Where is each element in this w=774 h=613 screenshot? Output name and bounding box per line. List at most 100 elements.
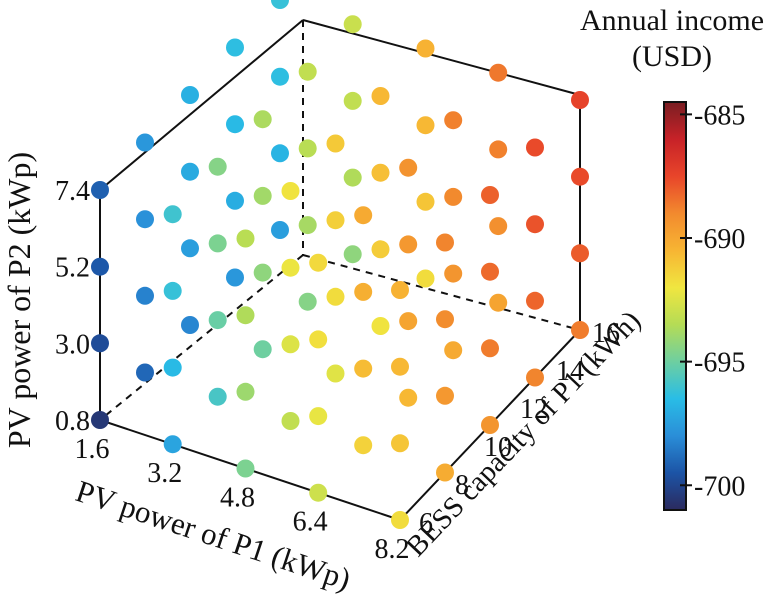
- data-point: [391, 281, 409, 299]
- data-point: [226, 115, 244, 134]
- data-point: [281, 412, 300, 430]
- data-point: [253, 186, 272, 205]
- data-point: [489, 217, 508, 236]
- data-point: [91, 411, 109, 429]
- data-point: [181, 316, 199, 334]
- data-point: [571, 91, 589, 109]
- data-point: [481, 186, 499, 204]
- data-point: [309, 253, 328, 272]
- data-point: [371, 163, 390, 182]
- colorbar-ticks: -685 -690 -695 -700: [680, 100, 745, 502]
- y-tick-label: 10: [484, 432, 512, 463]
- y-tick-label: 14: [556, 356, 584, 387]
- data-point: [354, 282, 373, 301]
- data-point: [571, 167, 589, 186]
- colorbar-tick-label: -700: [694, 471, 745, 502]
- data-point: [271, 67, 289, 86]
- data-point: [208, 387, 227, 406]
- data-point: [271, 0, 289, 9]
- data-point: [236, 459, 255, 478]
- hidden-edges: [99, 20, 581, 421]
- data-point: [163, 281, 182, 300]
- data-point: [391, 511, 409, 529]
- data-point: [326, 211, 345, 230]
- data-point: [371, 317, 390, 335]
- data-point: [136, 133, 154, 152]
- data-point: [309, 483, 328, 502]
- data-point: [236, 229, 255, 248]
- z-tick-label: 5.2: [55, 253, 90, 284]
- data-point: [281, 335, 300, 354]
- data-point: [298, 292, 317, 311]
- data-point: [298, 62, 317, 81]
- colorbar-title-line1: Annual income: [580, 4, 764, 37]
- z-tick-label: 0.8: [55, 406, 90, 437]
- data-point: [436, 310, 454, 329]
- data-point: [181, 239, 199, 258]
- colorbar-tick-label: -690: [694, 224, 745, 255]
- data-point: [343, 91, 362, 110]
- data-point: [226, 191, 244, 210]
- data-point: [163, 435, 182, 454]
- colorbar-tick-label: -695: [694, 348, 745, 379]
- data-point: [481, 416, 499, 434]
- y-tick-label: 12: [520, 394, 548, 425]
- data-point: [436, 463, 454, 482]
- data-point: [253, 263, 272, 282]
- data-point: [526, 215, 544, 234]
- data-point: [444, 264, 463, 283]
- box-edge: [99, 19, 304, 191]
- x-tick-label: 8.2: [375, 534, 410, 565]
- data-point: [391, 357, 409, 376]
- data-point: [526, 368, 544, 387]
- data-point: [208, 157, 227, 176]
- data-point: [136, 286, 154, 305]
- data-point: [526, 291, 544, 310]
- colorbar-tick-label: -685: [694, 100, 745, 131]
- data-point: [309, 330, 328, 349]
- data-point: [489, 140, 508, 159]
- data-point: [481, 262, 499, 281]
- data-point: [208, 311, 227, 330]
- data-point: [481, 339, 499, 358]
- data-point: [416, 192, 435, 211]
- data-points: [91, 0, 589, 529]
- data-point: [371, 240, 390, 259]
- data-point: [571, 321, 589, 339]
- y-tick-label: 16: [592, 318, 620, 349]
- data-point: [343, 15, 362, 34]
- data-point: [326, 364, 345, 383]
- data-point: [226, 268, 244, 287]
- data-point: [436, 233, 454, 252]
- data-point: [354, 436, 373, 455]
- y-tick-label: 8: [455, 470, 469, 501]
- data-point: [489, 293, 508, 312]
- data-point: [91, 181, 109, 199]
- data-point: [343, 245, 362, 264]
- data-point: [399, 235, 418, 254]
- y-axis-label: BESS capacity of P1 (kWh): [400, 305, 647, 563]
- data-point: [326, 134, 345, 153]
- data-point: [354, 359, 373, 378]
- data-point: [371, 87, 390, 105]
- colorbar-title-line2: (USD): [632, 40, 712, 73]
- data-point: [298, 216, 317, 235]
- data-point: [571, 244, 589, 263]
- data-point: [343, 168, 362, 187]
- data-point: [399, 312, 418, 331]
- box-edge: [302, 19, 581, 96]
- data-point: [163, 205, 182, 224]
- data-point: [163, 358, 182, 377]
- data-point: [416, 116, 435, 135]
- data-point: [326, 287, 345, 306]
- data-point: [416, 269, 435, 288]
- axis-ticks: 0.8 3.0 5.2 7.4 1.6 3.2 4.8 6.4 8.2 68 10 12 14 16: [55, 176, 620, 565]
- data-point: [136, 210, 154, 229]
- data-point: [281, 258, 300, 277]
- z-tick-label: 7.4: [55, 176, 90, 207]
- data-point: [236, 382, 255, 401]
- data-point: [444, 341, 463, 360]
- data-point: [309, 407, 328, 426]
- data-point: [526, 138, 544, 157]
